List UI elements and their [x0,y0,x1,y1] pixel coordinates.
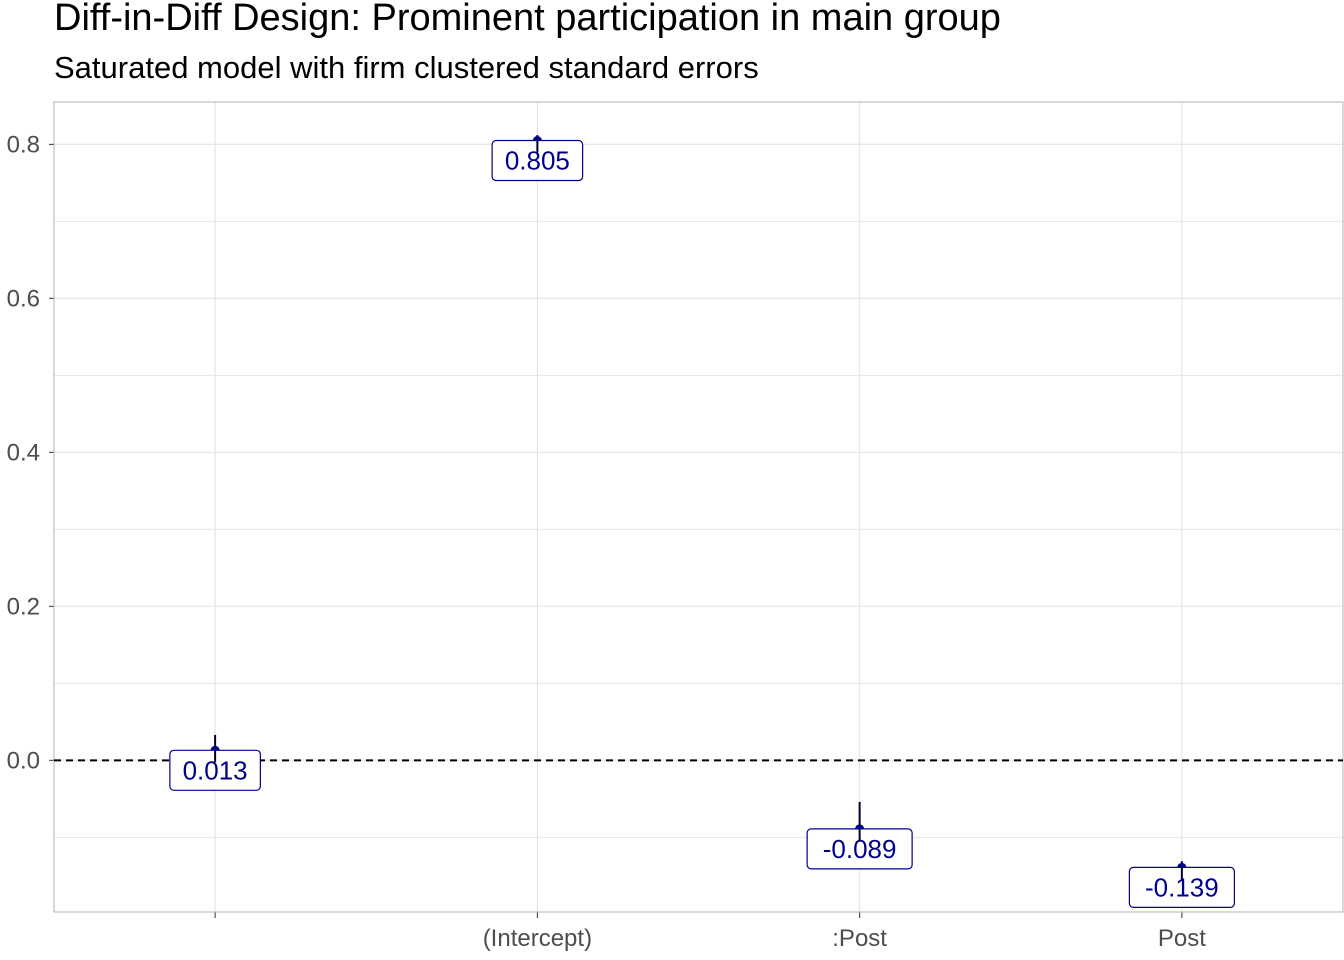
chart-subtitle: Saturated model with firm clustered stan… [54,50,759,85]
panel-border [53,101,1344,913]
y-tick-label: 0.8 [7,131,40,158]
y-tick-label: 0.4 [7,439,40,466]
y-tick-label: 0.6 [7,285,40,312]
y-tick-label: 0.0 [7,747,40,774]
x-tick-label: :Post [832,925,887,952]
chart-title: Diff-in-Diff Design: Prominent participa… [54,0,1001,39]
y-tick-label: 0.2 [7,593,40,620]
x-tick-label: Post [1158,925,1206,952]
x-tick-label: (Intercept) [483,925,592,952]
